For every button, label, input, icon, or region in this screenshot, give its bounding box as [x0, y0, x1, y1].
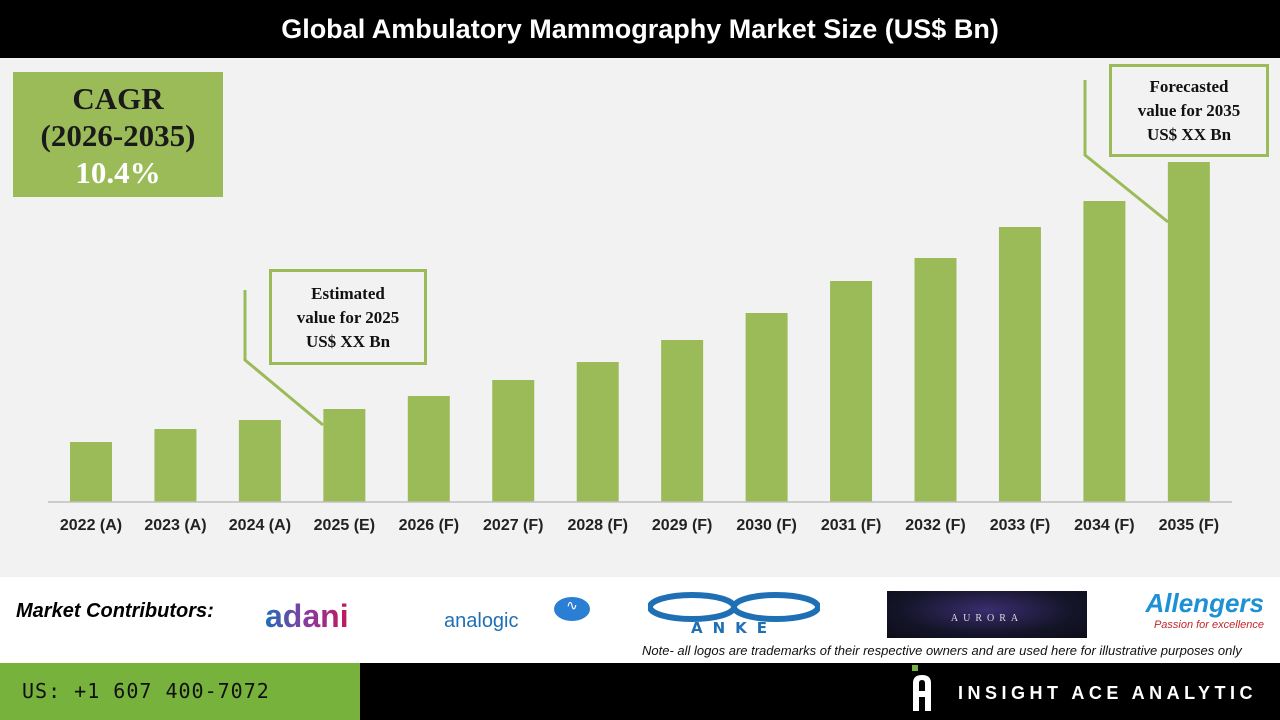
bar-2022 (A)	[70, 442, 112, 502]
chart-title: Global Ambulatory Mammography Market Siz…	[0, 0, 1280, 58]
x-tick-label: 2035 (F)	[1159, 517, 1219, 534]
x-tick-label: 2024 (A)	[229, 517, 291, 534]
cagr-value: 10.4%	[75, 155, 161, 190]
aurora-logo: AURORA	[887, 591, 1087, 638]
allengers-text: Allengers	[1145, 588, 1265, 618]
x-tick-label: 2022 (A)	[60, 517, 122, 534]
forecast-callout: Forecasted value for 2035 US$ XX Bn	[1109, 64, 1269, 157]
x-tick-label: 2027 (F)	[483, 517, 543, 534]
bar-2032 (F)	[914, 258, 957, 502]
bar-2034 (F)	[1083, 201, 1126, 502]
anke-logo: ANKE	[647, 592, 821, 637]
analogic-wave-icon: ∿	[554, 597, 590, 621]
callout-line: value for 2035	[1137, 101, 1241, 120]
analogic-logo: analogic ∿	[444, 597, 590, 633]
brand-bar: INSIGHT ACE ANALYTIC	[360, 663, 1280, 720]
x-tick-label: 2025 (E)	[314, 517, 375, 534]
bar-2025 (E)	[323, 409, 366, 502]
allengers-tagline: Passion for excellence	[1153, 619, 1264, 631]
x-tick-label: 2028 (F)	[567, 517, 627, 534]
x-tick-label: 2029 (F)	[652, 517, 712, 534]
plot-area: 2022 (A) 2023 (A) 2024 (A) 2025 (E) 2026 (F)…	[0, 58, 1280, 577]
adani-logo: adani	[265, 598, 349, 634]
bar-2029 (F)	[661, 340, 704, 502]
x-tick-label: 2032 (F)	[905, 517, 965, 534]
x-tick-label: 2026 (F)	[399, 517, 459, 534]
callout-line: Estimated	[311, 284, 385, 303]
bar-2027 (F)	[492, 380, 535, 502]
brand-name: INSIGHT ACE ANALYTIC	[958, 683, 1258, 703]
bar-2024 (A)	[238, 420, 281, 502]
x-tick-label: 2023 (A)	[144, 517, 206, 534]
cagr-label: CAGR	[72, 81, 164, 116]
bar-2026 (F)	[407, 396, 450, 502]
bar-2035 (F)	[1167, 162, 1210, 502]
cagr-period: (2026-2035)	[40, 118, 196, 153]
market-contributors-label: Market Contributors:	[16, 600, 214, 622]
svg-text:ANKE: ANKE	[691, 619, 777, 634]
allengers-logo: Allengers Passion for excellence	[1132, 588, 1265, 631]
estimated-callout: Estimated value for 2025 US$ XX Bn	[269, 269, 427, 365]
callout-line: value for 2025	[296, 308, 400, 327]
x-tick-label: 2030 (F)	[736, 517, 796, 534]
callout-line: Forecasted	[1149, 77, 1229, 96]
x-tick-label: 2031 (F)	[821, 517, 881, 534]
insight-ace-logo-icon	[912, 665, 931, 711]
bar-2030 (F)	[745, 313, 788, 502]
bar-2031 (F)	[830, 281, 873, 502]
bar-2023 (A)	[154, 429, 197, 502]
estimated-callout-connector	[243, 290, 324, 427]
bar-2033 (F)	[998, 227, 1041, 502]
callout-line: US$ XX Bn	[1146, 125, 1232, 144]
phone-number: US: +1 607 400-7072	[0, 663, 360, 720]
callout-line: US$ XX Bn	[305, 332, 391, 351]
trademark-note: Note- all logos are trademarks of their …	[642, 643, 1242, 658]
cagr-box: CAGR (2026-2035) 10.4%	[13, 72, 223, 197]
bar-chart: 2022 (A) 2023 (A) 2024 (A) 2025 (E) 2026 (F)…	[48, 80, 1232, 534]
x-tick-label: 2034 (F)	[1074, 517, 1134, 534]
forecast-callout-connector	[1083, 80, 1169, 224]
x-tick-label: 2033 (F)	[990, 517, 1050, 534]
analogic-text: analogic	[444, 610, 519, 632]
bar-2028 (F)	[576, 362, 619, 502]
